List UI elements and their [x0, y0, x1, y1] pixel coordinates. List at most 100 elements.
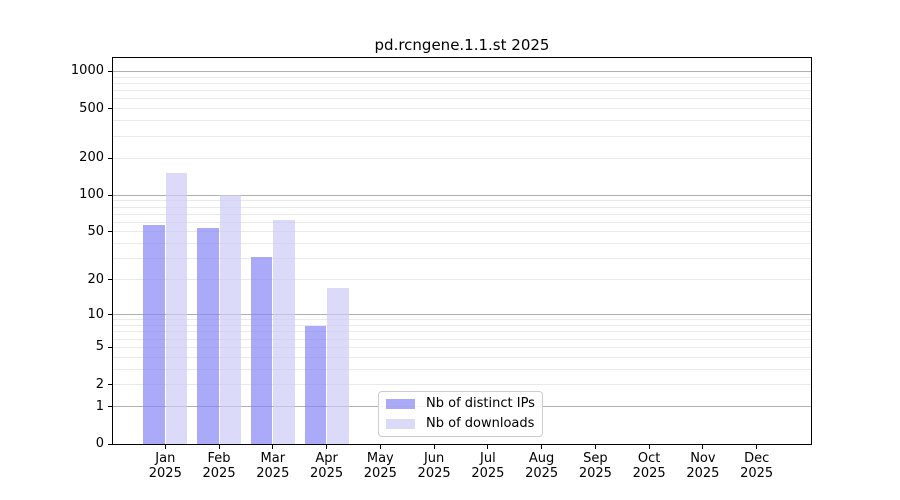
- x-tick-year: 2025: [632, 466, 666, 481]
- minor-gridline: [113, 356, 811, 358]
- x-tick-mark: [379, 444, 381, 449]
- minor-gridline: [113, 231, 811, 233]
- x-tick-year: 2025: [471, 466, 505, 481]
- y-tick-mark: [108, 157, 113, 159]
- x-tick-month: Apr: [315, 451, 338, 466]
- x-tick-year: 2025: [417, 466, 451, 481]
- x-tick-label: Dec 2025: [717, 451, 797, 481]
- x-tick-label: Apr 2025: [287, 451, 367, 481]
- y-tick-mark: [108, 314, 113, 316]
- minor-gridline: [113, 319, 811, 321]
- minor-gridline: [113, 200, 811, 202]
- x-tick-mark: [541, 444, 543, 449]
- x-tick-label: May 2025: [340, 451, 420, 481]
- x-tick-year: 2025: [686, 466, 720, 481]
- minor-gridline: [113, 279, 811, 281]
- legend-swatch-downloads: [386, 419, 415, 429]
- y-tick-label: 20: [87, 271, 104, 287]
- x-tick-month: Aug: [528, 451, 555, 466]
- bar-downloads: [219, 195, 242, 444]
- y-tick-mark: [108, 406, 113, 408]
- minor-gridline: [113, 346, 811, 348]
- x-tick-year: 2025: [740, 466, 774, 481]
- major-gridline: [113, 194, 811, 196]
- x-tick-label: Mar 2025: [233, 451, 313, 481]
- bar-downloads: [273, 219, 295, 444]
- x-tick-mark: [218, 444, 220, 449]
- x-tick-mark: [164, 444, 166, 449]
- y-tick-mark: [108, 443, 113, 445]
- y-tick-mark: [108, 384, 113, 386]
- minor-gridline: [113, 76, 811, 78]
- y-tick-label: 1000: [70, 63, 104, 79]
- x-tick-year: 2025: [363, 466, 397, 481]
- x-tick-label: Jul 2025: [448, 451, 528, 481]
- legend-label-downloads: Nb of downloads: [426, 416, 535, 431]
- x-tick-month: Nov: [690, 451, 716, 466]
- minor-gridline: [113, 98, 811, 100]
- x-tick-month: Jul: [480, 451, 496, 466]
- legend-swatch-distinct-ips: [386, 399, 415, 409]
- major-gridline: [113, 314, 811, 316]
- minor-gridline: [113, 157, 811, 159]
- chart-title: pd.rcngene.1.1.st 2025: [374, 36, 550, 54]
- y-tick-mark: [108, 231, 113, 233]
- legend-item-downloads: Nb of downloads: [386, 416, 542, 432]
- minor-gridline: [113, 206, 811, 208]
- major-gridline: [113, 70, 811, 72]
- x-tick-label: Sep 2025: [555, 451, 635, 481]
- legend-item-distinct-ips: Nb of distinct IPs: [386, 396, 542, 412]
- y-tick-mark: [108, 70, 113, 72]
- x-tick-label: Oct 2025: [609, 451, 689, 481]
- bar-distinct-ips: [143, 225, 165, 444]
- y-tick-mark: [108, 279, 113, 281]
- minor-gridline: [113, 338, 811, 340]
- x-tick-month: Sep: [583, 451, 608, 466]
- minor-gridline: [113, 90, 811, 92]
- minor-gridline: [113, 368, 811, 370]
- y-tick-label: 500: [79, 100, 104, 116]
- minor-gridline: [113, 135, 811, 137]
- x-tick-mark: [326, 444, 328, 449]
- bar-distinct-ips: [250, 257, 273, 444]
- y-tick-mark: [108, 108, 113, 110]
- x-tick-month: Oct: [637, 451, 661, 466]
- x-tick-year: 2025: [202, 466, 236, 481]
- x-tick-year: 2025: [578, 466, 612, 481]
- bar-downloads: [165, 173, 188, 444]
- minor-gridline: [113, 108, 811, 110]
- x-tick-year: 2025: [256, 466, 290, 481]
- bar-downloads: [327, 288, 349, 444]
- x-tick-label: Aug 2025: [502, 451, 582, 481]
- x-tick-mark: [272, 444, 274, 449]
- x-tick-label: Nov 2025: [663, 451, 743, 481]
- minor-gridline: [113, 331, 811, 333]
- minor-gridline: [113, 120, 811, 122]
- x-tick-mark: [756, 444, 758, 449]
- minor-gridline: [113, 325, 811, 327]
- x-tick-label: Jun 2025: [394, 451, 474, 481]
- x-tick-mark: [433, 444, 435, 449]
- x-tick-mark: [702, 444, 704, 449]
- plot-area: Nb of distinct IPs Nb of downloads: [112, 57, 812, 445]
- x-tick-year: 2025: [525, 466, 559, 481]
- y-tick-label: 0: [95, 436, 104, 451]
- x-tick-label: Jan 2025: [125, 451, 205, 481]
- legend: Nb of distinct IPs Nb of downloads: [378, 391, 543, 437]
- y-tick-label: 200: [79, 150, 104, 166]
- y-tick-mark: [108, 194, 113, 196]
- legend-label-distinct-ips: Nb of distinct IPs: [426, 396, 535, 411]
- minor-gridline: [113, 213, 811, 215]
- x-tick-month: Mar: [260, 451, 286, 466]
- x-tick-month: Jun: [423, 451, 445, 466]
- x-tick-mark: [487, 444, 489, 449]
- x-tick-month: Feb: [207, 451, 231, 466]
- x-tick-month: May: [366, 451, 394, 466]
- minor-gridline: [113, 384, 811, 386]
- y-tick-label: 10: [87, 306, 104, 322]
- x-tick-label: Feb 2025: [179, 451, 259, 481]
- x-tick-month: Jan: [155, 451, 176, 466]
- y-tick-label: 1: [95, 398, 104, 414]
- minor-gridline: [113, 243, 811, 245]
